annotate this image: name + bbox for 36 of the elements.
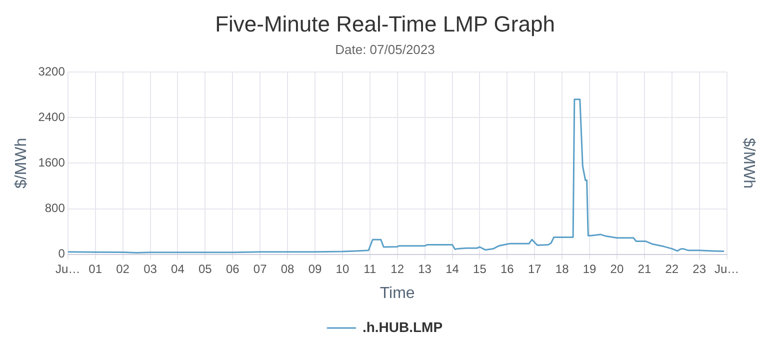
x-tick-label: 12	[390, 262, 404, 276]
x-tick-label: 15	[473, 262, 487, 276]
x-tick-label: Ju…	[56, 262, 80, 276]
x-tick-label: 07	[253, 262, 268, 276]
x-tick-label: 03	[144, 262, 158, 276]
x-axis-title: Time	[380, 284, 415, 302]
y-tick-label: 1600	[38, 156, 66, 170]
x-tick-label: 05	[198, 262, 212, 276]
x-tick-label: 11	[364, 262, 376, 276]
y-tick-label: 800	[44, 201, 66, 216]
x-tick-label: 14	[446, 262, 460, 276]
x-tick-label: 02	[116, 262, 130, 276]
y-tick-label: 2400	[38, 110, 66, 124]
x-tick-label: 13	[418, 262, 432, 276]
y-axis-title: $/MWh	[13, 138, 30, 189]
chart-title: Five-Minute Real-Time LMP Graph	[215, 11, 555, 36]
x-tick-label: 04	[171, 262, 185, 276]
x-tick-label: 21	[638, 262, 652, 276]
x-tick-label: 23	[692, 262, 706, 276]
x-tick-label: Ju…	[714, 262, 740, 276]
legend-label: .h.HUB.LMP	[362, 318, 443, 335]
x-tick-label: 08	[280, 262, 295, 276]
y2-axis-title: $/MWh	[740, 138, 757, 189]
x-tick-label: 20	[610, 262, 624, 276]
x-tick-label: 16	[500, 262, 514, 276]
x-tick-label: 17	[528, 262, 542, 276]
chart-subtitle: Date: 07/05/2023	[335, 42, 435, 57]
y-tick-label: 3200	[38, 64, 66, 78]
x-tick-label: 06	[226, 262, 240, 276]
x-tick-label: 19	[582, 262, 597, 276]
x-tick-label: 22	[665, 262, 679, 276]
y-tick-label: 0	[58, 246, 66, 261]
x-tick-label: 18	[555, 262, 570, 276]
x-tick-label: 10	[336, 262, 350, 276]
x-tick-label: 09	[308, 262, 322, 276]
x-tick-label: 01	[88, 262, 102, 276]
